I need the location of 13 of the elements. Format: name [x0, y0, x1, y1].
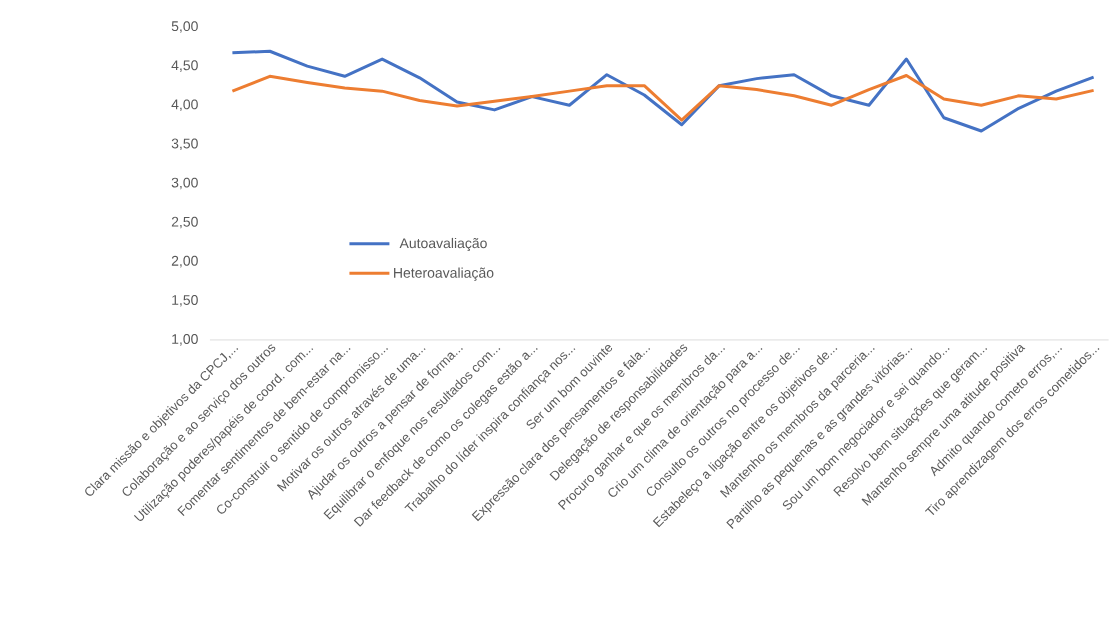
y-tick-label: 3,50	[171, 138, 198, 151]
y-tick-label: 3,00	[171, 177, 198, 190]
y-tick-label: 4,50	[171, 60, 198, 72]
y-tick-label: 1,00	[172, 334, 198, 346]
line-series	[230, 74, 1096, 122]
y-tick-label: 1,50	[172, 295, 198, 307]
y-tick-label: 2,00	[171, 255, 198, 268]
y-tick-label: 4,00	[171, 99, 198, 112]
line-series	[230, 49, 1096, 133]
y-tick-label: 5,00	[171, 21, 198, 33]
y-tick-label: 2,50	[171, 216, 198, 229]
legend-label: Autoavaliação	[399, 238, 487, 252]
legend-label: Heteroavaliação	[394, 267, 494, 281]
